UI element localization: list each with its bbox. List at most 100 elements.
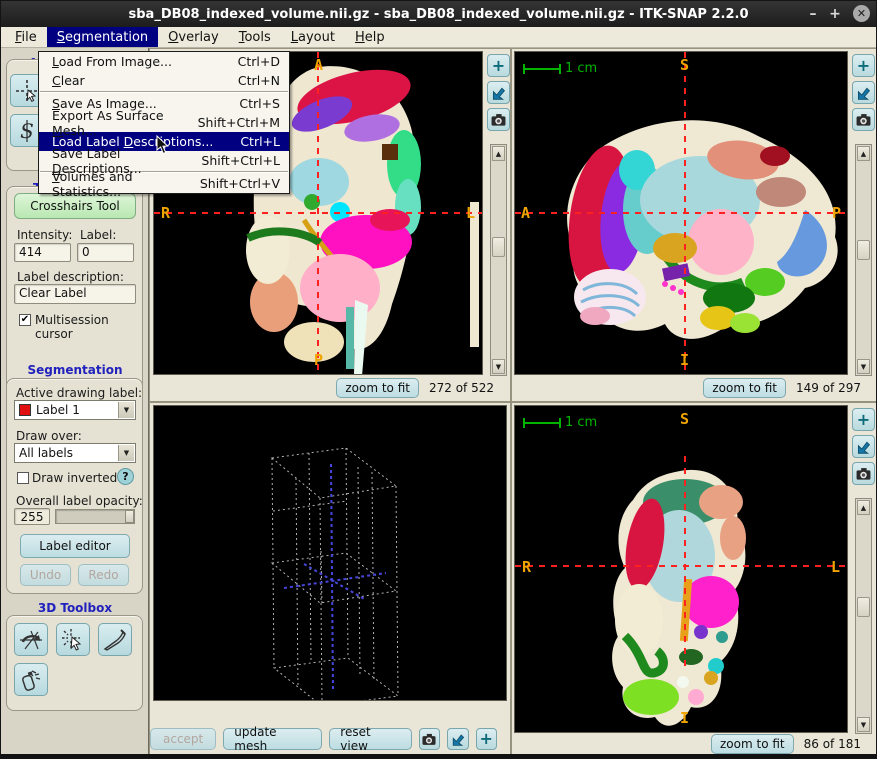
scrollbar-thumb[interactable] xyxy=(857,597,870,617)
viewport-sagittal-panel: 1 cm S A P I + ▲ ▼ zoom to fit 149 of 29… xyxy=(511,48,876,402)
menu-item-load-from-image[interactable]: Load From Image... Ctrl+D xyxy=(52,54,280,69)
axial-slice-scrollbar[interactable]: ▲ ▼ xyxy=(490,144,507,376)
plus-icon: + xyxy=(479,729,493,748)
dropdown-arrow-icon[interactable]: ▼ xyxy=(118,445,134,461)
minimize-button[interactable]: – xyxy=(809,6,817,22)
redo-button[interactable]: Redo xyxy=(78,564,129,586)
menu-segmentation[interactable]: Segmentation xyxy=(46,27,159,47)
active-drawing-label-dropdown[interactable]: Label 1 ▼ xyxy=(14,400,136,420)
viewport-coronal-panel: 1 cm S R L I + ▲ ▼ zoom to fit 86 of 181 xyxy=(511,402,876,756)
crosshair-horizontal xyxy=(515,212,847,214)
screenshot-button[interactable] xyxy=(852,108,875,131)
label-label: Label: xyxy=(80,228,117,242)
expand-view-button[interactable] xyxy=(487,81,510,104)
coronal-canvas[interactable]: 1 cm S R L I xyxy=(514,405,848,733)
scroll-up-icon[interactable]: ▲ xyxy=(492,146,505,161)
menu-item-save-as-image[interactable]: Save As Image... Ctrl+S xyxy=(52,96,280,111)
scrollbar-thumb[interactable] xyxy=(492,237,505,257)
zoom-to-fit-button[interactable]: zoom to fit xyxy=(703,377,786,398)
intensity-label: Intensity: xyxy=(17,228,73,242)
screenshot-button[interactable] xyxy=(487,108,510,131)
orientation-label-posterior: P xyxy=(314,351,324,369)
expand-view-button[interactable] xyxy=(852,81,875,104)
draw-inverted-checkbox[interactable] xyxy=(17,472,29,484)
3d-trackball-tool-button[interactable] xyxy=(14,623,48,656)
crosshair-horizontal xyxy=(154,212,482,214)
view3d-canvas[interactable] xyxy=(153,405,507,701)
menu-file[interactable]: File xyxy=(15,29,37,45)
zoom-in-button[interactable]: + xyxy=(487,54,510,77)
zoom-to-fit-button[interactable]: zoom to fit xyxy=(711,733,794,754)
sagittal-slice-scrollbar[interactable]: ▲ ▼ xyxy=(855,144,872,376)
scroll-up-icon[interactable]: ▲ xyxy=(857,146,870,161)
3d-crosshair-tool-button[interactable] xyxy=(56,623,90,656)
3d-spray-tool-button[interactable] xyxy=(14,663,48,696)
label-editor-button[interactable]: Label editor xyxy=(20,534,130,558)
zoom-in-button[interactable]: + xyxy=(475,728,497,750)
label-color-swatch xyxy=(19,404,31,416)
expand-view-button[interactable] xyxy=(852,435,875,458)
camera-icon xyxy=(491,114,506,126)
opacity-slider-handle[interactable] xyxy=(125,510,134,523)
label-value-field[interactable]: 0 xyxy=(77,243,134,262)
opacity-value-field[interactable]: 255 xyxy=(14,508,50,525)
undo-button[interactable]: Undo xyxy=(20,564,71,586)
dropdown-arrow-icon[interactable]: ▼ xyxy=(118,402,134,418)
menu-layout[interactable]: Layout xyxy=(290,29,335,45)
scroll-down-icon[interactable]: ▼ xyxy=(857,359,870,374)
zoom-in-button[interactable]: + xyxy=(852,408,875,431)
scroll-down-icon[interactable]: ▼ xyxy=(857,717,870,732)
multisession-cursor-label[interactable]: Multisession cursor xyxy=(35,313,109,341)
menu-help[interactable]: Help xyxy=(354,29,385,45)
expand-view-button[interactable] xyxy=(447,728,469,750)
coronal-slice-scrollbar[interactable]: ▲ ▼ xyxy=(855,498,872,734)
draw-inverted-label[interactable]: Draw inverted xyxy=(32,471,118,485)
screenshot-button[interactable] xyxy=(418,728,441,750)
draw-over-dropdown[interactable]: All labels ▼ xyxy=(14,443,136,463)
scroll-up-icon[interactable]: ▲ xyxy=(857,500,870,515)
label-description-field[interactable]: Clear Label xyxy=(14,284,136,304)
close-button[interactable]: ✕ xyxy=(853,5,870,22)
zoom-in-button[interactable]: + xyxy=(852,54,875,77)
update-mesh-button[interactable]: update mesh xyxy=(223,725,323,753)
camera-icon xyxy=(856,114,871,126)
rotate-tool-icon xyxy=(20,630,42,649)
menu-separator xyxy=(40,91,288,93)
sagittal-brain-slice xyxy=(567,120,838,339)
plus-icon: + xyxy=(491,55,506,75)
camera-icon xyxy=(422,733,436,745)
3d-toolbox-heading: 3D Toolbox xyxy=(37,601,113,615)
zoom-to-fit-button[interactable]: zoom to fit xyxy=(336,377,419,398)
intensity-value-field[interactable]: 414 xyxy=(14,243,71,262)
sagittal-canvas[interactable]: 1 cm S A P I xyxy=(514,51,848,375)
plus-icon: + xyxy=(856,55,871,75)
menu-item-clear[interactable]: Clear Ctrl+N xyxy=(52,73,280,88)
menu-item-save-label-descriptions[interactable]: Save Label Descriptions... Shift+Ctrl+L xyxy=(52,145,280,176)
orientation-label-anterior: A xyxy=(314,56,324,74)
help-button[interactable]: ? xyxy=(117,468,134,485)
crosshair-tool-icon xyxy=(16,79,38,102)
opacity-slider[interactable] xyxy=(55,509,135,524)
scrollbar-thumb[interactable] xyxy=(857,240,870,260)
scale-bar-line xyxy=(523,63,561,74)
label-description-label: Label description: xyxy=(17,270,124,284)
axial-brain-slice xyxy=(246,66,479,374)
maximize-button[interactable]: + xyxy=(829,6,841,22)
camera-icon xyxy=(856,468,871,480)
3d-scalpel-tool-button[interactable] xyxy=(98,623,132,656)
menu-item-load-label-descriptions[interactable]: Load Label Descriptions... Ctrl+L xyxy=(39,132,289,151)
multisession-cursor-checkbox[interactable]: ✔ xyxy=(19,314,31,326)
menu-item-export-surface-mesh[interactable]: Export As Surface Mesh... Shift+Ctrl+M xyxy=(52,107,280,138)
accept-button[interactable]: accept xyxy=(150,728,217,750)
crosshairs-tool-mode-button[interactable]: Crosshairs Tool xyxy=(14,193,136,219)
orientation-label-superior: S xyxy=(680,56,690,74)
menu-tools[interactable]: Tools xyxy=(238,29,271,45)
orientation-label-inferior: I xyxy=(680,351,690,369)
screenshot-button[interactable] xyxy=(852,462,875,485)
scroll-down-icon[interactable]: ▼ xyxy=(492,359,505,374)
reset-view-button[interactable]: reset view xyxy=(329,725,412,753)
crosshair-vertical xyxy=(684,456,686,672)
menu-item-volumes-and-statistics[interactable]: Volumes and Statistics... Shift+Ctrl+V xyxy=(52,168,280,199)
menu-overlay[interactable]: Overlay xyxy=(168,29,219,45)
